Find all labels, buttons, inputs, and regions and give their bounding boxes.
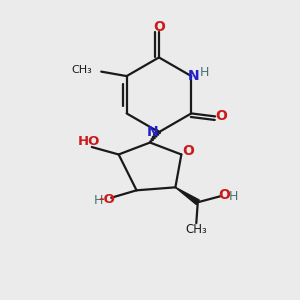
Text: O: O: [219, 188, 231, 202]
Text: H: H: [200, 66, 209, 79]
Text: N: N: [188, 69, 200, 83]
Polygon shape: [176, 187, 199, 205]
Text: H: H: [229, 190, 238, 203]
Text: N: N: [147, 125, 158, 139]
Text: H: H: [94, 194, 103, 207]
Text: HO: HO: [78, 135, 100, 148]
Text: O: O: [153, 20, 165, 34]
Text: O: O: [215, 110, 227, 123]
Text: CH₃: CH₃: [71, 65, 92, 75]
Text: O: O: [182, 144, 194, 158]
Text: CH₃: CH₃: [185, 223, 207, 236]
Text: -O: -O: [98, 193, 115, 206]
